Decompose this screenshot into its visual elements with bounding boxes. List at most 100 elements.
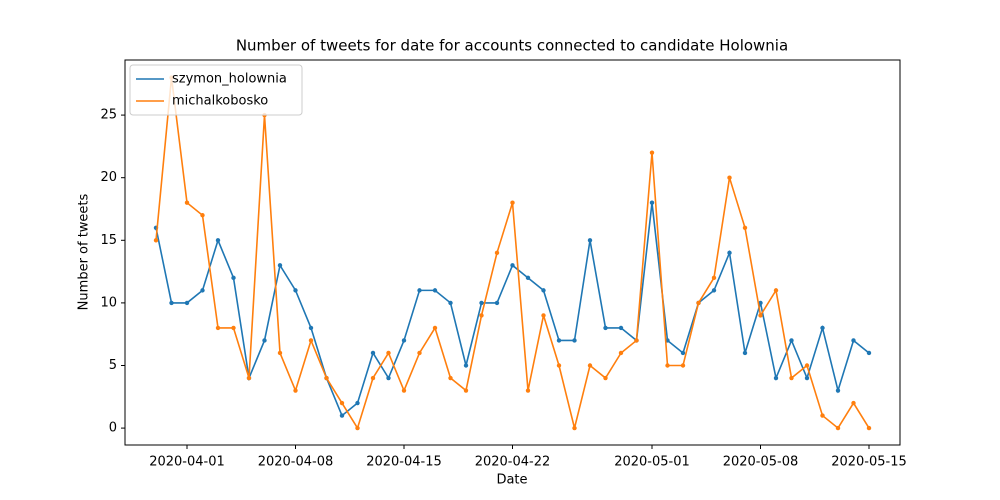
y-axis-label: Number of tweets <box>77 193 92 310</box>
x-tick-label: 2020-05-15 <box>831 455 907 470</box>
point <box>603 375 608 381</box>
point <box>711 275 717 281</box>
point <box>727 175 732 180</box>
point <box>153 238 159 243</box>
x-tick-label: 2020-04-15 <box>366 455 442 470</box>
point <box>417 350 422 356</box>
point <box>572 425 577 431</box>
point <box>432 325 438 331</box>
y-tick-label: 10 <box>100 295 117 310</box>
point <box>448 375 453 381</box>
point <box>711 288 717 293</box>
point <box>634 338 639 343</box>
point <box>742 350 748 356</box>
point <box>339 400 345 406</box>
point <box>277 350 283 356</box>
point <box>866 425 872 431</box>
point <box>773 375 779 381</box>
point <box>479 300 484 306</box>
point <box>231 275 236 281</box>
point <box>339 413 345 418</box>
point <box>401 338 407 343</box>
point <box>184 200 190 205</box>
point <box>665 363 670 368</box>
point <box>494 300 500 306</box>
point <box>525 275 531 281</box>
point <box>618 350 624 356</box>
point <box>835 425 841 431</box>
point <box>758 300 763 306</box>
point <box>401 388 407 393</box>
point <box>215 238 221 243</box>
x-tick-label: 2020-05-08 <box>723 455 799 470</box>
point <box>572 338 577 343</box>
point <box>463 363 469 368</box>
point <box>448 300 453 306</box>
point <box>618 325 624 331</box>
point <box>200 213 205 218</box>
point <box>680 350 686 356</box>
point <box>169 300 174 306</box>
point <box>556 363 562 368</box>
point <box>680 363 686 368</box>
point <box>386 350 391 356</box>
point <box>649 200 655 205</box>
legend-box <box>129 64 303 116</box>
point <box>386 375 391 381</box>
point <box>324 375 329 381</box>
point <box>835 388 841 393</box>
point <box>463 388 469 393</box>
x-tick-label: 2020-04-22 <box>475 455 551 470</box>
point <box>262 338 267 343</box>
point <box>541 288 546 293</box>
point <box>727 250 732 256</box>
point <box>184 300 190 306</box>
point <box>603 325 608 331</box>
point <box>851 338 856 343</box>
point <box>293 388 298 393</box>
point <box>758 313 763 318</box>
point <box>866 350 872 356</box>
point <box>432 288 438 293</box>
point <box>851 400 856 406</box>
point <box>804 363 810 368</box>
y-tick-label: 20 <box>100 170 117 185</box>
point <box>417 288 422 293</box>
point <box>510 200 515 205</box>
x-tick-label: 2020-05-01 <box>614 455 690 470</box>
point <box>510 263 515 268</box>
x-tick-label: 2020-04-08 <box>258 455 334 470</box>
plot-frame <box>124 59 901 446</box>
point <box>308 325 314 331</box>
point <box>789 338 794 343</box>
point <box>804 375 810 381</box>
point <box>370 350 376 356</box>
point <box>200 288 205 293</box>
y-tick-label: 15 <box>100 233 117 248</box>
point <box>525 388 531 393</box>
point <box>649 150 655 155</box>
point <box>541 313 546 318</box>
legend: szymon_holownia michalkobosko <box>129 64 303 116</box>
point <box>231 325 236 331</box>
point <box>587 238 593 243</box>
point <box>370 375 376 381</box>
point <box>820 413 825 418</box>
point <box>479 313 484 318</box>
point <box>494 250 500 256</box>
point <box>246 375 252 381</box>
x-axis-label: Date <box>496 473 527 488</box>
x-tick-label: 2020-04-01 <box>149 455 225 470</box>
point <box>696 300 701 306</box>
point <box>820 325 825 331</box>
point <box>773 288 779 293</box>
point <box>277 263 283 268</box>
y-tick-label: 0 <box>109 421 117 436</box>
legend-label: michalkobosko <box>172 94 268 109</box>
point <box>587 363 593 368</box>
legend-label: szymon_holownia <box>172 72 287 87</box>
point <box>742 225 748 230</box>
point <box>293 288 298 293</box>
point <box>355 400 360 406</box>
